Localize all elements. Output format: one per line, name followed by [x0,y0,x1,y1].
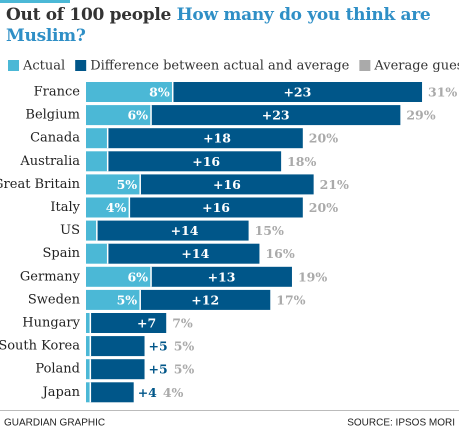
category-label: Hungary [22,316,80,331]
average-label: 18% [287,154,316,169]
average-label: 5% [174,362,195,377]
value-label: +13 [208,269,236,284]
average-label: 29% [406,108,435,123]
value-label: +23 [283,85,311,100]
bar-segment [107,128,303,149]
bar-segment [86,382,91,403]
category-label: Italy [50,200,80,215]
value-label: 5% [117,292,138,307]
average-label: 15% [255,223,284,238]
value-label: +16 [202,200,230,215]
bar-segment [90,359,145,380]
chart-subtitle: How many do you think are Muslim? [6,5,431,46]
value-label: +16 [192,154,220,169]
value-label: +18 [203,131,231,146]
source: SOURCE: IPSOS MORI [347,418,455,429]
category-label: South Korea [0,339,80,354]
legend-label: Difference between actual and average [90,59,349,74]
value-label: +23 [262,108,290,123]
bar-segment [86,220,97,241]
credit: GUARDIAN GRAPHIC [4,418,105,429]
category-label: Poland [35,362,80,377]
category-label: Australia [19,154,80,169]
category-label: Japan [41,385,81,400]
average-label: 21% [320,177,349,192]
category-label: Belgium [25,108,80,123]
bar-segment [86,197,130,218]
bar-segment [86,289,141,310]
category-label: Great Britain [0,177,81,192]
bar-segment [86,336,91,357]
bar-segment [140,289,271,310]
bar-segment [86,243,108,264]
category-label: Spain [42,246,80,261]
bar-segment [151,266,292,287]
brand-strip [0,0,70,3]
bar-segment [86,174,141,195]
value-label: 6% [127,269,148,284]
bar-segment [86,82,173,102]
average-label: 7% [172,316,193,331]
value-label: +4 [138,385,157,400]
legend-label: Average guess [373,59,459,74]
average-label: 31% [428,85,457,100]
bar-segment [86,359,91,380]
average-label: 4% [163,385,184,400]
legend-swatch [359,60,371,71]
value-label: 4% [106,200,127,215]
bar-segment [90,336,145,357]
title-block: Out of 100 people How many do you think … [6,5,451,47]
value-label: +7 [137,316,156,331]
bar-segment [96,220,249,241]
category-label: Canada [30,131,80,146]
value-label: +12 [191,292,219,307]
bar-segment [129,197,303,218]
legend-swatch [8,60,19,71]
bar-segment [151,105,401,126]
bar-segment [107,151,282,172]
bar-segment [86,151,108,172]
bar-segment [172,82,423,102]
category-label: France [34,85,81,100]
value-label: 8% [149,85,170,100]
average-label: 5% [174,339,195,354]
bar-segment [86,128,108,149]
bar-segment [107,243,260,264]
legend-label: Actual [22,59,65,74]
chart-title: Out of 100 people [6,5,172,25]
value-label: +14 [181,246,209,261]
bar-segment [90,382,134,403]
value-label: +14 [171,223,199,238]
average-label: 16% [265,246,294,261]
legend-swatch [75,60,87,71]
value-label: 6% [127,108,148,123]
bar-segment [90,313,167,333]
bar-segment [140,174,314,195]
average-label: 20% [309,200,338,215]
average-label: 19% [298,269,327,284]
value-label: 5% [117,177,138,192]
value-label: +16 [213,177,241,192]
value-label: +5 [149,339,168,354]
bar-segment [86,266,152,287]
category-label: Germany [20,269,81,284]
average-label: 17% [276,292,305,307]
category-label: US [60,223,80,238]
category-label: Sweden [28,292,81,307]
average-label: 20% [309,131,338,146]
value-label: +5 [149,362,168,377]
bar-segment [86,105,152,126]
bar-segment [86,313,91,333]
